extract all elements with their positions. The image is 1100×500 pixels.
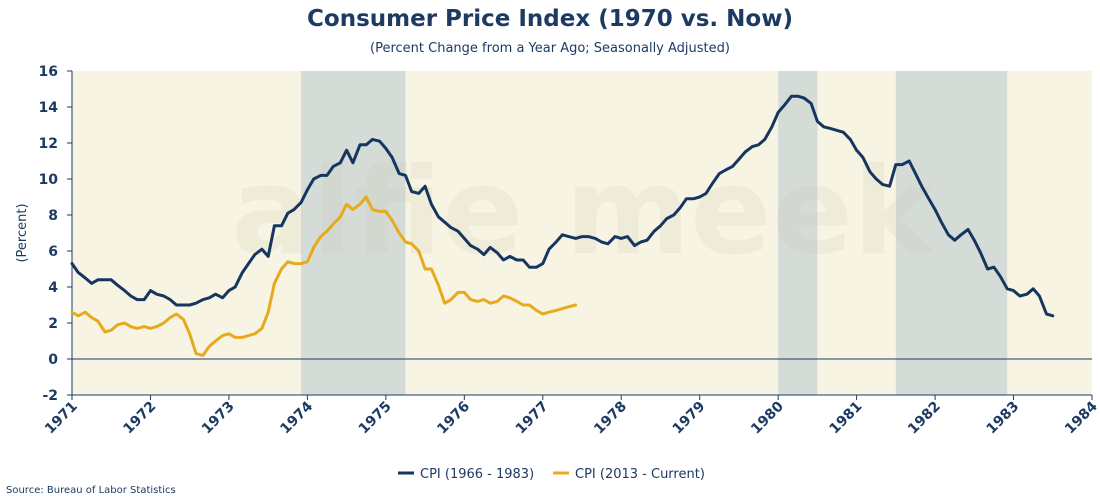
source-note: Source: Bureau of Labor Statistics — [6, 485, 176, 496]
x-tick-label: 1981 — [827, 399, 866, 438]
x-tick-label: 1975 — [356, 399, 395, 438]
legend-label: CPI (1966 - 1983) — [420, 467, 534, 482]
recession-band — [895, 71, 1008, 395]
x-tick-label: 1984 — [1062, 398, 1100, 437]
watermark: alfie meek — [231, 143, 936, 282]
recession-band — [301, 71, 406, 395]
x-tick-label: 1980 — [748, 398, 787, 437]
legend: CPI (1966 - 1983) CPI (2013 - Current) — [398, 467, 705, 482]
y-tick-label: 12 — [39, 136, 58, 152]
recession-bands — [301, 71, 1008, 395]
recession-band — [778, 71, 818, 395]
x-axis-ticks: 1971 1972 1973 1974 1975 1976 1977 1978 1979 1980… — [42, 395, 1100, 437]
legend-label: CPI (2013 - Current) — [575, 467, 705, 482]
chart-title: Consumer Price Index (1970 vs. Now) — [307, 6, 793, 32]
series-lines — [70, 94, 1055, 357]
watermark-text: alfie meek — [231, 143, 936, 282]
x-tick-label: 1974 — [277, 398, 316, 437]
x-tick-label: 1973 — [199, 399, 238, 438]
x-tick-label: 1977 — [513, 399, 552, 438]
y-axis-label: (Percent) — [15, 203, 30, 262]
x-tick-label: 1971 — [42, 399, 81, 438]
chart-subtitle: (Percent Change from a Year Ago; Seasona… — [370, 41, 730, 56]
y-tick-label: 0 — [48, 352, 58, 368]
y-tick-label: 8 — [48, 208, 58, 224]
y-tick-label: -2 — [42, 388, 58, 404]
y-tick-label: 6 — [48, 244, 58, 260]
x-tick-label: 1972 — [120, 399, 159, 438]
x-tick-label: 1979 — [670, 399, 709, 438]
y-tick-label: 4 — [48, 280, 58, 296]
y-tick-label: 16 — [39, 64, 58, 80]
series-line — [70, 195, 578, 357]
x-tick-label: 1982 — [905, 399, 944, 438]
x-tick-label: 1978 — [591, 399, 630, 438]
y-tick-label: 2 — [48, 316, 58, 332]
y-tick-label: 10 — [39, 172, 59, 188]
y-axis-ticks: -2 0 2 4 6 8 10 12 14 16 — [39, 64, 1092, 404]
y-tick-label: 14 — [39, 100, 59, 116]
x-tick-label: 1983 — [983, 399, 1022, 438]
series-line — [70, 94, 1055, 318]
x-tick-label: 1976 — [434, 399, 473, 438]
